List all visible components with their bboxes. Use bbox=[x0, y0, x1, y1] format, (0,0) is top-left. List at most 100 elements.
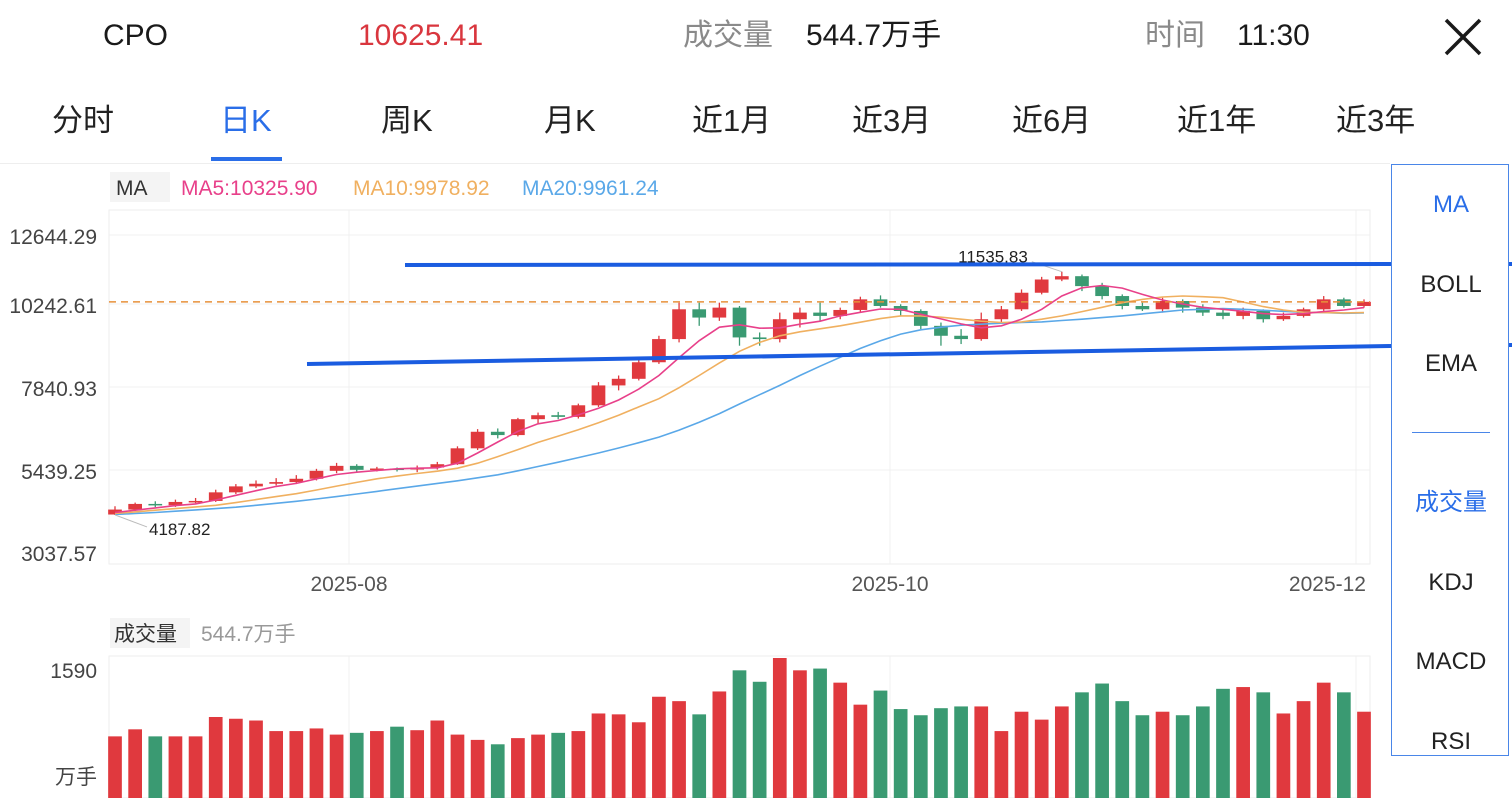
candle-body bbox=[289, 478, 304, 483]
candle-body bbox=[631, 362, 646, 379]
candle-body bbox=[309, 470, 324, 479]
volume-legend-box bbox=[110, 618, 190, 648]
candle-body bbox=[692, 309, 707, 318]
tab-1-year[interactable]: 近1年 bbox=[1177, 103, 1257, 138]
volume-bar bbox=[188, 736, 203, 798]
tab-daily-k[interactable]: 日K bbox=[220, 103, 272, 138]
volume-bar bbox=[1296, 701, 1311, 798]
close-icon bbox=[1444, 18, 1482, 56]
volume-bar bbox=[1095, 683, 1109, 798]
tab-weekly-k[interactable]: 周K bbox=[381, 103, 433, 138]
candle-body bbox=[893, 305, 908, 311]
volume-bar bbox=[1034, 719, 1049, 798]
volume-label: 成交量 bbox=[683, 19, 773, 52]
candle-body bbox=[833, 309, 848, 316]
volume-bar bbox=[1014, 711, 1029, 798]
volume-bar bbox=[450, 734, 465, 798]
candle-body bbox=[994, 309, 1009, 320]
quote-header: CPO 10625.41 成交量 544.7万手 时间 11:30 bbox=[0, 0, 1512, 75]
volume-bar bbox=[1195, 706, 1210, 798]
volume-bar bbox=[1276, 713, 1291, 798]
ma-legend-label: MA bbox=[116, 177, 148, 200]
candle-body bbox=[1276, 315, 1291, 320]
volume-bars bbox=[108, 658, 1371, 798]
candlestick-series bbox=[108, 271, 1371, 515]
volume-bar bbox=[571, 731, 586, 798]
volume-bar bbox=[1337, 692, 1351, 798]
volume-bar bbox=[1175, 715, 1190, 798]
candle-body bbox=[672, 309, 686, 340]
indicator-panel: MA BOLL EMA 成交量 KDJ MACD RSI bbox=[1391, 164, 1509, 756]
indicator-kdj[interactable]: KDJ bbox=[1428, 569, 1474, 596]
candle-body bbox=[934, 325, 948, 336]
candle-body bbox=[954, 335, 968, 340]
upper-trendline[interactable] bbox=[404, 262, 1390, 267]
volume-bar bbox=[954, 706, 968, 798]
indicator-ema[interactable]: EMA bbox=[1424, 350, 1477, 377]
indicator-macd[interactable]: MACD bbox=[1415, 648, 1487, 675]
volume-bar bbox=[148, 736, 163, 798]
candle-body bbox=[430, 464, 445, 468]
current-price: 10625.41 bbox=[358, 19, 484, 52]
index-name: CPO bbox=[103, 19, 169, 52]
x-tick: 2025-10 bbox=[851, 573, 928, 596]
time-label: 时间 bbox=[1145, 19, 1205, 52]
tab-6-months[interactable]: 近6月 bbox=[1012, 103, 1092, 138]
close-button[interactable] bbox=[1440, 12, 1488, 60]
candle-body bbox=[1337, 299, 1351, 306]
candle-body bbox=[853, 299, 868, 310]
volume-bar bbox=[490, 744, 505, 798]
indicator-ma[interactable]: MA bbox=[1433, 191, 1469, 218]
kline-chart[interactable]: MA MA5:10325.90 MA10:9978.92 MA20:9961.2… bbox=[0, 0, 1390, 798]
ma5-legend: MA5:10325.90 bbox=[181, 177, 318, 200]
min-label-leader bbox=[114, 514, 148, 528]
tab-3-months[interactable]: 近3月 bbox=[852, 103, 932, 138]
ma20-line bbox=[114, 307, 1365, 516]
volume-bar bbox=[1216, 688, 1230, 798]
volume-bar bbox=[329, 734, 344, 798]
candle-body bbox=[168, 501, 183, 506]
lower-trendline[interactable] bbox=[306, 344, 1390, 366]
volume-bar bbox=[833, 682, 848, 798]
candle-body bbox=[370, 468, 384, 471]
candle-body bbox=[1095, 286, 1109, 297]
candle-body bbox=[1135, 305, 1150, 310]
ma20-legend: MA20:9961.24 bbox=[522, 177, 659, 200]
volume-bar bbox=[531, 734, 545, 798]
volume-bar bbox=[813, 668, 827, 798]
tab-1-month[interactable]: 近1月 bbox=[692, 103, 772, 138]
volume-bar bbox=[430, 720, 445, 798]
volume-bar bbox=[289, 731, 304, 798]
candle-body bbox=[1256, 310, 1271, 320]
volume-legend-label: 成交量 bbox=[114, 623, 177, 646]
indicator-volume[interactable]: 成交量 bbox=[1415, 489, 1487, 516]
candle-body bbox=[531, 415, 545, 420]
volume-bar bbox=[913, 715, 928, 798]
y-tick: 10242.61 bbox=[9, 295, 97, 318]
y-tick: 3037.57 bbox=[21, 543, 97, 566]
indicator-boll[interactable]: BOLL bbox=[1420, 271, 1482, 298]
tab-intraday[interactable]: 分时 bbox=[52, 103, 114, 138]
volume-bar bbox=[672, 701, 686, 798]
volume-bar bbox=[712, 691, 727, 798]
candle-body bbox=[1155, 301, 1170, 310]
tab-monthly-k[interactable]: 月K bbox=[544, 103, 596, 138]
volume-bar bbox=[692, 714, 707, 798]
tab-3-years[interactable]: 近3年 bbox=[1336, 103, 1416, 138]
volume-bar bbox=[1075, 692, 1089, 798]
candle-body bbox=[1357, 301, 1371, 306]
candle-body bbox=[793, 312, 807, 320]
volume-bar bbox=[772, 658, 787, 798]
candle-body bbox=[591, 385, 606, 406]
candle-body bbox=[1075, 276, 1089, 287]
volume-bar bbox=[269, 731, 284, 798]
candle-body bbox=[571, 405, 586, 417]
indicator-rsi[interactable]: RSI bbox=[1430, 728, 1471, 755]
volume-bar bbox=[652, 696, 666, 798]
candle-body bbox=[490, 431, 505, 436]
volume-bar bbox=[1316, 682, 1331, 798]
ma10-legend: MA10:9978.92 bbox=[353, 177, 490, 200]
x-tick: 2025-08 bbox=[310, 573, 387, 596]
candle-body bbox=[249, 483, 263, 487]
candle-body bbox=[450, 448, 465, 465]
